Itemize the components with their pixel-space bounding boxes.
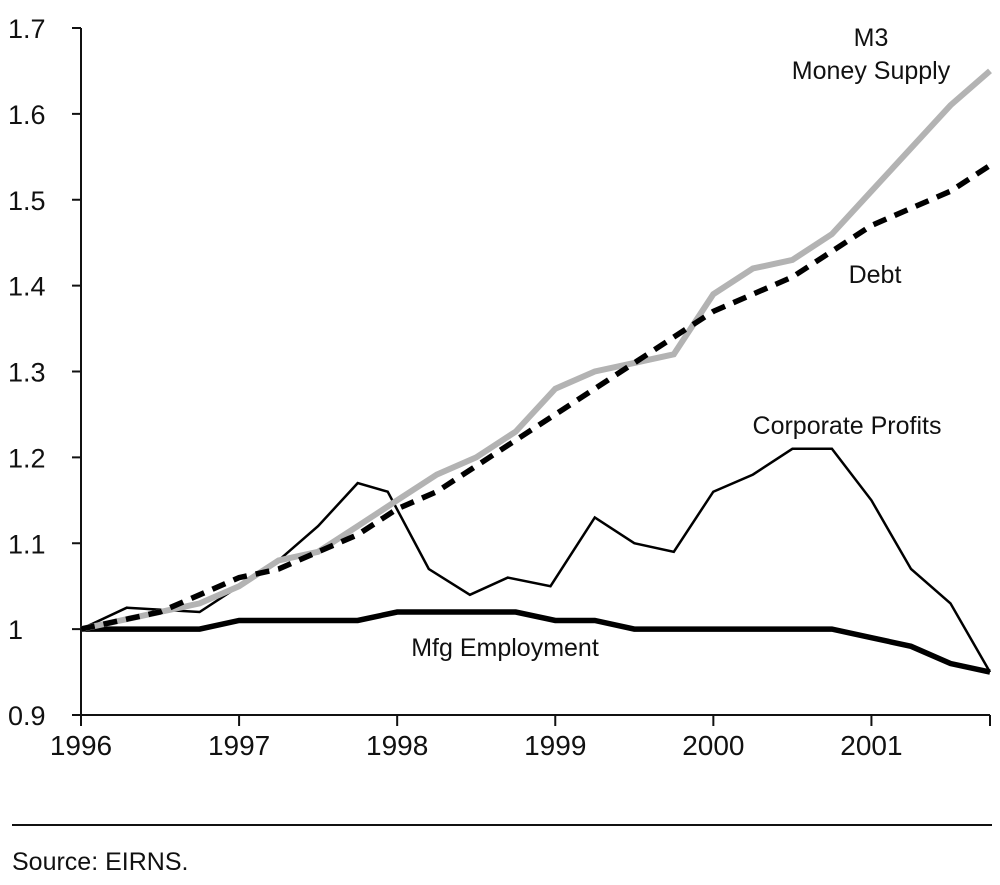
annotation-corporate-profits: Corporate Profits [753, 412, 942, 440]
series-line-mfg-employment [81, 609, 991, 675]
y-tick-label: 1.4 [8, 272, 46, 302]
y-tick-label: 1.6 [8, 100, 46, 130]
annotation-m3: M3 [854, 24, 889, 52]
chart-annotations: M3 Money Supply Debt Corporate Profits M… [411, 24, 950, 662]
footer-divider [12, 824, 992, 826]
x-tick-label: 1999 [524, 730, 586, 761]
y-tick-label: 1.3 [8, 358, 46, 388]
line-chart: 0.9 1 1.1 1.2 1.3 1.4 1.5 1.6 1.7 1996 1997 1998 199… [8, 14, 992, 761]
annotation-mfg-employment: Mfg Employment [411, 634, 599, 662]
series-line-m3-money-supply [80, 68, 992, 633]
y-tick-label: 0.9 [8, 701, 46, 731]
chart-axes: 0.9 1 1.1 1.2 1.3 1.4 1.5 1.6 1.7 1996 1997 1998 199… [8, 14, 991, 761]
x-tick-label: 1996 [50, 730, 112, 761]
source-note: Source: EIRNS. [12, 848, 189, 876]
x-tick-label: 1998 [366, 730, 428, 761]
x-tick-label: 2001 [840, 730, 902, 761]
series-line-debt [80, 163, 992, 632]
x-tick-label: 1997 [208, 730, 270, 761]
y-tick-label: 1 [8, 615, 23, 645]
y-tick-label: 1.7 [8, 14, 46, 44]
y-tick-label: 1.5 [8, 186, 46, 216]
annotation-money-supply: Money Supply [792, 57, 951, 85]
y-tick-label: 1.1 [8, 529, 46, 559]
chart-series [80, 68, 992, 675]
x-tick-label: 2000 [682, 730, 744, 761]
annotation-debt: Debt [849, 261, 902, 289]
y-tick-label: 1.2 [8, 443, 46, 473]
